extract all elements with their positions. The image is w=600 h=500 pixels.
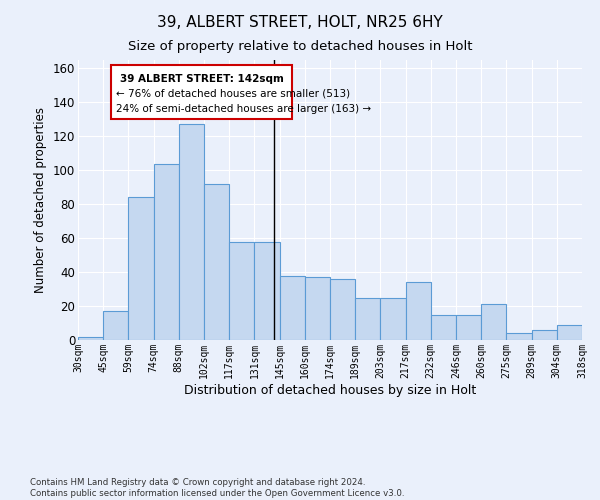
Bar (456, 314, 481, 340)
Text: 39, ALBERT STREET, HOLT, NR25 6HY: 39, ALBERT STREET, HOLT, NR25 6HY (157, 15, 443, 30)
Bar (78, 336, 103, 340)
Bar (280, 276, 305, 340)
Bar (355, 298, 380, 340)
Bar (179, 124, 204, 340)
Bar (254, 242, 280, 340)
Text: 24% of semi-detached houses are larger (163) →: 24% of semi-detached houses are larger (… (116, 104, 371, 114)
Bar (128, 198, 154, 340)
Text: Contains HM Land Registry data © Crown copyright and database right 2024.
Contai: Contains HM Land Registry data © Crown c… (30, 478, 404, 498)
Text: 39 ALBERT STREET: 142sqm: 39 ALBERT STREET: 142sqm (119, 74, 283, 84)
Bar (103, 311, 128, 340)
Bar (481, 304, 506, 340)
FancyBboxPatch shape (111, 65, 292, 120)
X-axis label: Distribution of detached houses by size in Holt: Distribution of detached houses by size … (184, 384, 476, 396)
Bar (431, 314, 456, 340)
Text: ← 76% of detached houses are smaller (513): ← 76% of detached houses are smaller (51… (116, 89, 350, 99)
Bar (229, 242, 254, 340)
Bar (154, 164, 179, 340)
Bar (330, 279, 355, 340)
Bar (204, 184, 229, 340)
Bar (380, 298, 406, 340)
Text: Size of property relative to detached houses in Holt: Size of property relative to detached ho… (128, 40, 472, 53)
Bar (506, 333, 532, 340)
Bar (532, 330, 557, 340)
Bar (305, 277, 330, 340)
Bar (557, 324, 582, 340)
Y-axis label: Number of detached properties: Number of detached properties (34, 107, 47, 293)
Bar (406, 282, 431, 340)
